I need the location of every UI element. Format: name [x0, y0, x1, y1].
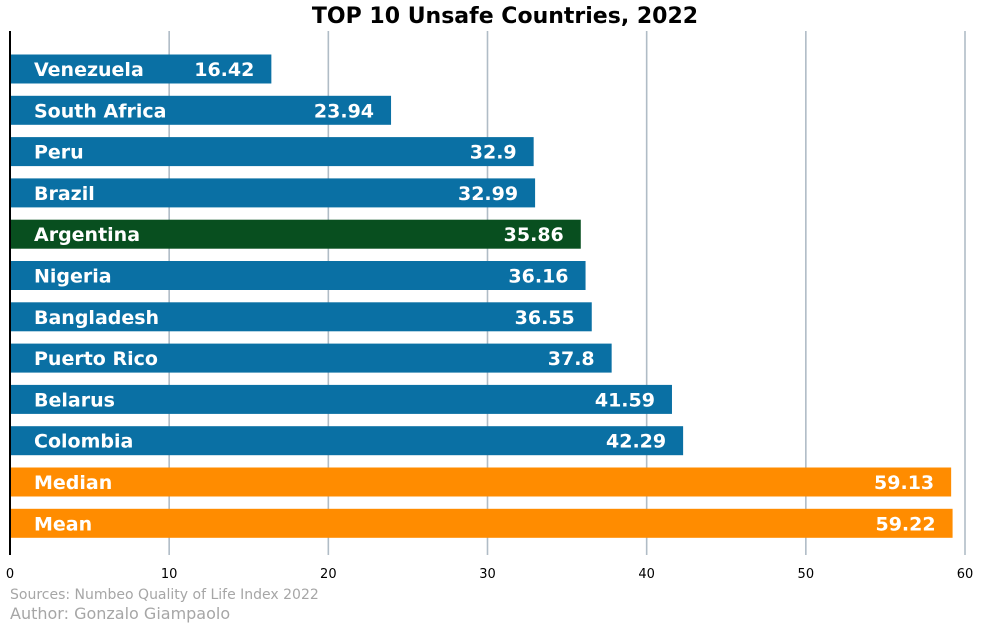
x-tick-label: 30	[479, 567, 496, 582]
bar-name-label: Peru	[34, 142, 84, 164]
bar-argentina	[10, 219, 581, 249]
bar-value-label: 35.86	[504, 224, 564, 246]
author-note: Author: Gonzalo Giampaolo	[10, 604, 231, 623]
bar-mean	[10, 508, 953, 538]
bar-puerto-rico	[10, 343, 612, 373]
bar-value-label: 32.99	[458, 183, 518, 205]
bar-value-label: 59.13	[874, 472, 934, 494]
x-tick-label: 60	[957, 567, 974, 582]
bar-value-label: 36.16	[508, 266, 568, 288]
bar-name-label: Median	[34, 472, 112, 494]
bar-value-label: 32.9	[470, 142, 517, 164]
x-axis-ticks: 0 10 20 30 40 50 60	[6, 567, 973, 582]
bar-peru	[10, 137, 534, 167]
bar-median	[10, 467, 952, 497]
bar-value-label: 23.94	[314, 100, 374, 122]
bar-bangladesh	[10, 302, 592, 332]
bar-colombia	[10, 426, 684, 456]
bar-belarus	[10, 384, 672, 414]
bar-name-label: Mean	[34, 513, 92, 535]
bar-name-label: Puerto Rico	[34, 348, 158, 370]
bar-name-label: Belarus	[34, 389, 115, 411]
chart-title: TOP 10 Unsafe Countries, 2022	[312, 4, 698, 29]
bar-value-label: 16.42	[194, 59, 254, 81]
bar-value-label: 41.59	[595, 389, 655, 411]
x-tick-label: 10	[161, 567, 178, 582]
x-tick-label: 50	[798, 567, 815, 582]
bar-value-label: 59.22	[875, 513, 935, 535]
bar-name-label: Nigeria	[34, 266, 112, 288]
bar-name-label: Brazil	[34, 183, 95, 205]
bar-value-label: 36.55	[515, 307, 575, 329]
bar-value-label: 37.8	[548, 348, 595, 370]
bar-brazil	[10, 178, 536, 208]
bars: Venezuela 16.42 South Africa 23.94 Peru 32.9 B…	[10, 54, 953, 538]
bar-name-label: Argentina	[34, 224, 140, 246]
bar-nigeria	[10, 261, 586, 290]
bar-name-label: South Africa	[34, 100, 166, 122]
bar-south-africa	[10, 95, 392, 125]
bar-venezuela	[10, 54, 272, 84]
source-note: Sources: Numbeo Quality of Life Index 20…	[10, 587, 319, 603]
bar-value-label: 42.29	[606, 431, 666, 453]
x-tick-label: 20	[320, 567, 337, 582]
x-tick-label: 40	[638, 567, 655, 582]
bar-name-label: Venezuela	[34, 59, 144, 81]
x-tick-label: 0	[6, 567, 14, 582]
bar-name-label: Bangladesh	[34, 307, 159, 329]
bar-name-label: Colombia	[34, 431, 133, 453]
